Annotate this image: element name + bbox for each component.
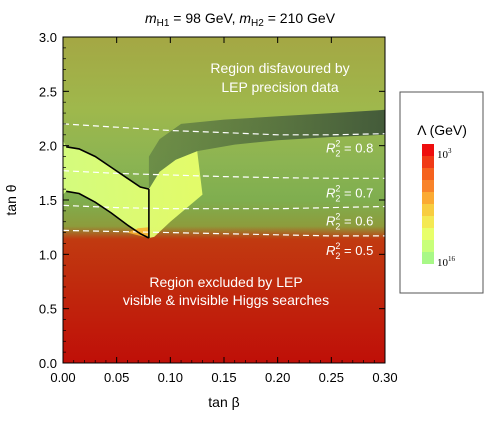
legend-top-label: 103 bbox=[437, 147, 452, 161]
legend-swatch bbox=[422, 144, 434, 156]
y-tick-label: 2.5 bbox=[39, 84, 57, 99]
legend: Λ (GeV) 103 1016 bbox=[399, 91, 484, 294]
legend-swatch bbox=[422, 216, 434, 228]
legend-swatch bbox=[422, 192, 434, 204]
legend-title: Λ (GeV) bbox=[417, 122, 467, 138]
contour-label-1: R2 2 = 0.7 bbox=[326, 183, 373, 203]
y-axis-label: tan θ bbox=[3, 184, 19, 215]
legend-bottom-label: 1016 bbox=[437, 255, 456, 269]
bottom-region-label-2: visible & invisible Higgs searches bbox=[123, 292, 329, 308]
contour-line-2 bbox=[63, 204, 385, 210]
x-tick-label: 0.30 bbox=[372, 370, 397, 385]
legend-swatch bbox=[422, 252, 434, 264]
contour-line-0 bbox=[63, 123, 385, 136]
boundary-curve-1 bbox=[66, 190, 150, 239]
plot-area bbox=[63, 37, 385, 363]
top-region-label-1: Region disfavoured by bbox=[210, 60, 349, 76]
x-tick-label: 0.25 bbox=[319, 370, 344, 385]
contour-label-0: R2 2 = 0.8 bbox=[326, 139, 373, 159]
x-tick-label: 0.20 bbox=[265, 370, 290, 385]
y-tick-label: 1.0 bbox=[39, 247, 57, 262]
y-tick-label: 0.0 bbox=[39, 356, 57, 371]
y-tick-label: 2.0 bbox=[39, 139, 57, 154]
x-tick-label: 0.00 bbox=[50, 370, 75, 385]
chart-title: mH1 = 98 GeV, mH2 = 210 GeV bbox=[145, 10, 336, 29]
legend-box bbox=[399, 91, 484, 294]
legend-swatch bbox=[422, 204, 434, 216]
bottom-region-label-1: Region excluded by LEP bbox=[149, 274, 302, 290]
contour-line-1 bbox=[63, 170, 385, 179]
x-axis-label: tan β bbox=[208, 394, 239, 410]
contour-label-3: R2 2 = 0.5 bbox=[326, 241, 373, 261]
shaded-region bbox=[148, 109, 385, 190]
allowed-region-light bbox=[63, 140, 203, 238]
contour-line-3 bbox=[63, 229, 385, 237]
legend-swatch bbox=[422, 168, 434, 180]
contour-labels: R2 2 = 0.8 R2 2 = 0.7 R2 2 = 0.6 R2 2 = 0.5 bbox=[326, 139, 373, 261]
legend-swatch bbox=[422, 240, 434, 252]
boundary-curves bbox=[66, 146, 150, 239]
legend-color-scale bbox=[422, 144, 434, 264]
x-tick-label: 0.10 bbox=[158, 370, 183, 385]
y-tick-label: 3.0 bbox=[39, 30, 57, 45]
top-region-label-2: LEP precision data bbox=[221, 79, 338, 95]
x-axis-ticks: 0.00 0.05 0.10 0.15 0.20 0.25 0.30 bbox=[50, 37, 398, 385]
legend-swatch bbox=[422, 228, 434, 240]
y-tick-label: 1.5 bbox=[39, 193, 57, 208]
boundary-curve-0 bbox=[66, 146, 150, 190]
x-tick-label: 0.05 bbox=[104, 370, 129, 385]
y-tick-label: 0.5 bbox=[39, 302, 57, 317]
legend-swatch bbox=[422, 180, 434, 192]
legend-swatch bbox=[422, 156, 434, 168]
x-tick-label: 0.15 bbox=[211, 370, 236, 385]
r2-contours bbox=[63, 123, 385, 237]
contour-label-2: R2 2 = 0.6 bbox=[326, 212, 373, 232]
y-axis-ticks: 0.0 0.5 1.0 1.5 2.0 2.5 3.0 bbox=[39, 30, 385, 371]
